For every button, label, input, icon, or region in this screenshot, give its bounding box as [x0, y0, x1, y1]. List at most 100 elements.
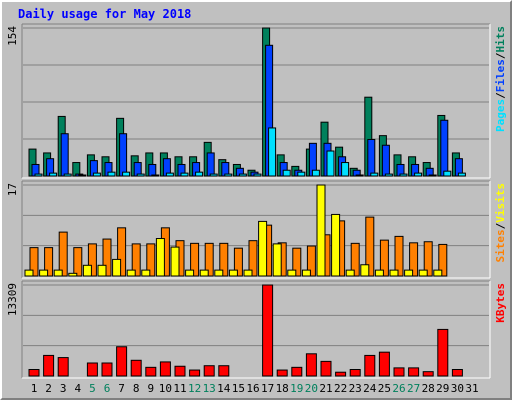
x-tick-label-day-20: 20	[305, 382, 318, 395]
bar-visits-day-14	[214, 269, 224, 277]
y-max-label: 154	[6, 26, 19, 46]
bar-pages-day-12	[195, 171, 204, 177]
x-tick-label-day-15: 15	[232, 382, 245, 395]
bar-pages-day-18	[282, 169, 291, 177]
bar-kbytes-day-2	[43, 354, 55, 377]
bar-kbytes-day-3	[57, 357, 69, 377]
bar-sites-day-6	[102, 238, 112, 277]
bar-sites-day-25	[379, 239, 389, 277]
bar-visits-day-19	[287, 269, 297, 277]
bar-pages-day-7	[122, 171, 131, 177]
bar-files-day-3	[60, 133, 69, 177]
bar-sites-day-26	[394, 235, 404, 277]
bar-visits-day-12	[185, 269, 195, 277]
x-tick-label-day-4: 4	[74, 382, 81, 395]
bar-visits-day-8	[126, 269, 136, 277]
bar-kbytes-day-13	[203, 365, 215, 377]
x-tick-label-day-22: 22	[334, 382, 347, 395]
x-tick-label-day-14: 14	[217, 382, 231, 395]
panel-visits_sites: 17 Sites/Visits	[6, 180, 507, 279]
x-tick-label-day-16: 16	[246, 382, 259, 395]
bar-kbytes-day-14	[218, 365, 230, 377]
x-tick-label-day-18: 18	[276, 382, 289, 395]
bar-kbytes-day-29	[437, 328, 449, 377]
bar-pages-day-15	[238, 173, 247, 177]
bar-pages-day-22	[341, 162, 350, 177]
y-max-label: 17	[6, 183, 19, 196]
bar-visits-day-23	[345, 269, 355, 277]
bar-kbytes-day-6	[101, 362, 113, 377]
x-tick-label-day-11: 11	[173, 382, 186, 395]
bar-visits-day-25	[374, 269, 384, 277]
x-tick-label-day-9: 9	[147, 382, 154, 395]
bar-files-day-24	[367, 138, 376, 177]
x-axis-labels: 1 2 3 4 5 6 7 8 9 10 11 12 13 14 15 16 17 18 19 20 21 22 23 24 2…	[31, 382, 479, 395]
bar-pages-day-17	[268, 127, 277, 177]
bar-sites-day-1	[29, 247, 39, 277]
bar-sites-day-12	[190, 242, 200, 277]
bar-pages-day-9	[151, 174, 160, 177]
bar-files-day-7	[119, 133, 128, 177]
bar-visits-day-6	[97, 264, 107, 277]
bar-kbytes-day-28	[422, 371, 434, 377]
y-max-label: 13309	[6, 283, 19, 316]
bar-files-day-25	[381, 144, 390, 177]
bar-kbytes-day-11	[174, 365, 186, 377]
x-tick-label-day-12: 12	[188, 382, 201, 395]
x-tick-label-day-5: 5	[89, 382, 96, 395]
bar-pages-day-25	[384, 173, 393, 177]
bar-pages-day-11	[180, 172, 189, 177]
bar-sites-day-29	[438, 243, 448, 277]
legend-item: /	[494, 222, 507, 229]
bar-visits-day-11	[170, 246, 180, 277]
bar-visits-day-27	[404, 269, 414, 277]
bar-visits-day-29	[433, 269, 443, 277]
x-tick-label-day-21: 21	[319, 382, 332, 395]
bar-kbytes-day-18	[276, 369, 288, 377]
x-tick-label-day-30: 30	[451, 382, 464, 395]
bar-visits-day-28	[418, 269, 428, 277]
x-tick-label-day-27: 27	[407, 382, 420, 395]
bar-kbytes-day-25	[378, 351, 390, 377]
x-tick-label-day-19: 19	[290, 382, 303, 395]
bar-visits-day-7	[112, 258, 122, 277]
bar-kbytes-day-17	[262, 284, 274, 377]
bar-pages-day-14	[224, 173, 233, 177]
bar-sites-day-19	[292, 247, 302, 277]
bar-visits-day-15	[228, 269, 238, 277]
bar-visits-day-9	[141, 269, 151, 277]
bar-pages-day-16	[253, 173, 262, 177]
panel-kbytes: 13309 KBytes	[6, 280, 507, 379]
bar-sites-day-4	[73, 247, 83, 277]
bar-pages-day-10	[165, 172, 174, 177]
bar-sites-day-8	[131, 243, 141, 277]
bar-pages-day-23	[355, 174, 364, 177]
bar-pages-day-4	[78, 174, 87, 177]
bar-sites-day-24	[365, 216, 375, 277]
bar-kbytes-day-27	[408, 367, 420, 377]
bar-pages-day-30	[457, 172, 466, 177]
bar-pages-day-5	[92, 172, 101, 177]
x-tick-label-day-31: 31	[465, 382, 478, 395]
bar-kbytes-day-7	[116, 346, 128, 377]
bar-pages-day-2	[49, 172, 58, 177]
x-tick-label-day-2: 2	[45, 382, 52, 395]
bar-visits-day-5	[82, 264, 92, 277]
bar-sites-day-23	[350, 242, 360, 277]
bar-sites-day-28	[423, 241, 433, 277]
bar-visits-day-17	[258, 220, 268, 277]
x-tick-label-day-29: 29	[436, 382, 449, 395]
bar-visits-day-3	[53, 269, 63, 277]
bar-visits-day-16	[243, 269, 253, 277]
bar-visits-day-20	[301, 269, 311, 277]
x-tick-label-day-7: 7	[118, 382, 125, 395]
bar-kbytes-day-8	[130, 359, 142, 377]
panel-legend: Sites/Visits	[494, 183, 507, 263]
bar-kbytes-day-19	[291, 366, 303, 377]
bar-visits-day-26	[389, 269, 399, 277]
bar-visits-day-13	[199, 269, 209, 277]
bar-pages-day-20	[311, 169, 320, 177]
bar-visits-day-4	[68, 272, 78, 277]
